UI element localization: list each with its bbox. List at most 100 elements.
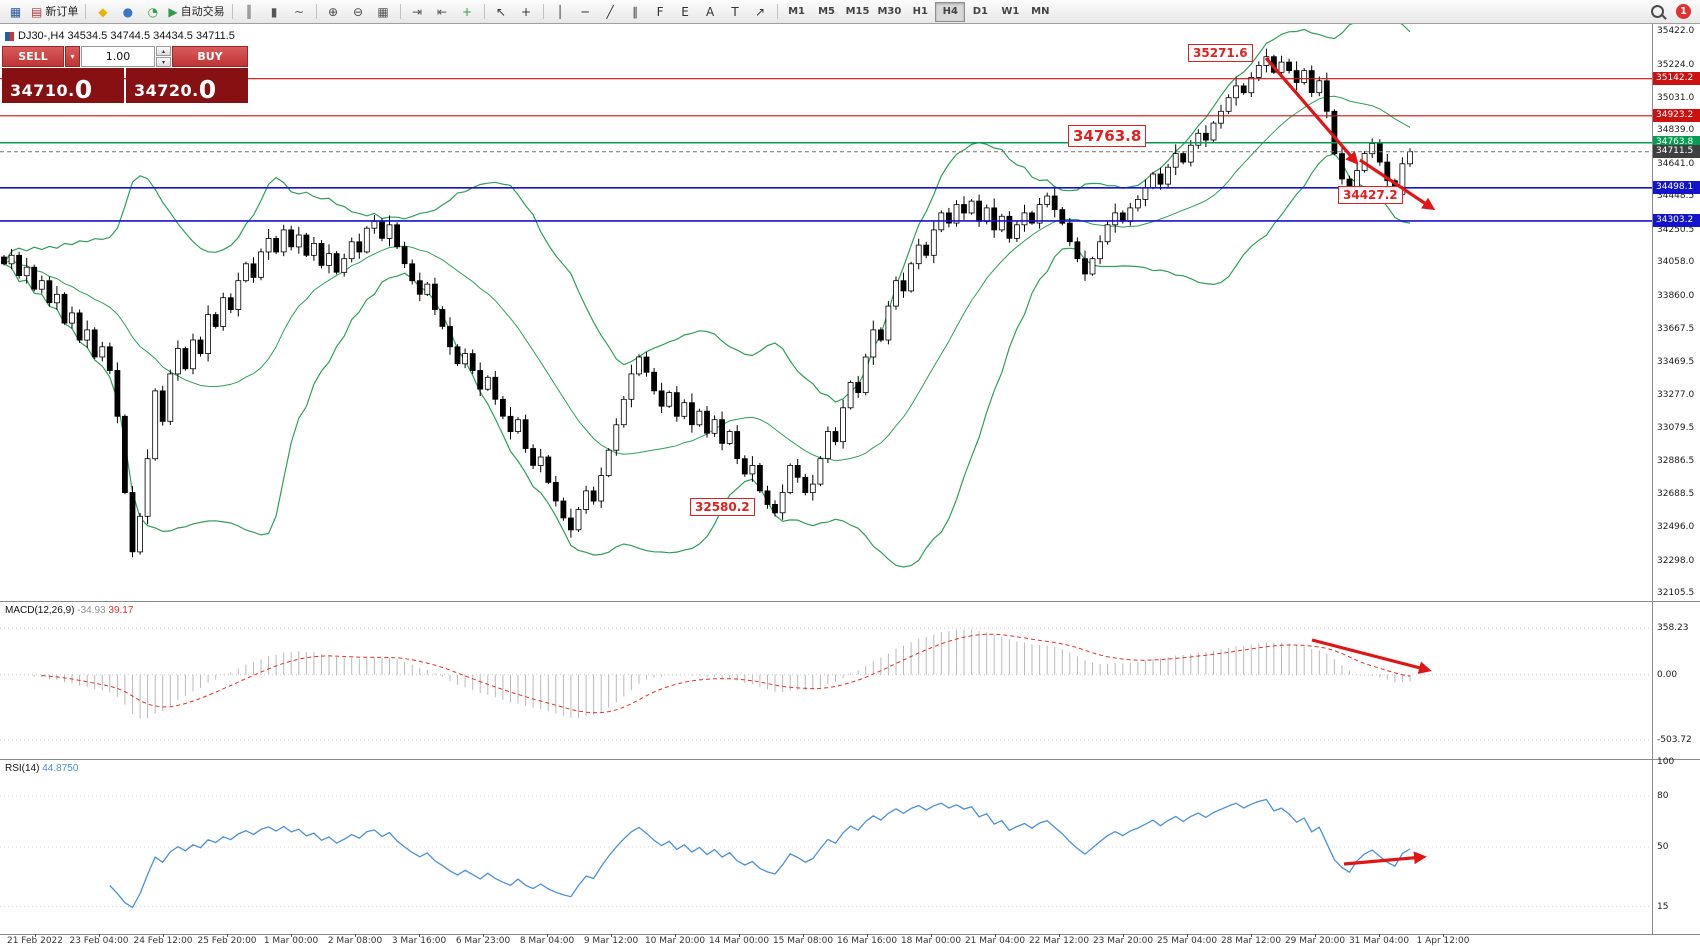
price-axis-label: 34641.0 xyxy=(1657,159,1695,169)
time-axis-tick xyxy=(1251,934,1252,937)
auto-scroll-icon[interactable]: ⇥ xyxy=(406,2,429,21)
buy-price-button[interactable]: 34720. 0 xyxy=(126,68,248,103)
zoom-in-icon: ⊕ xyxy=(328,4,339,19)
mt-logo-icon[interactable]: ▦ xyxy=(4,2,27,21)
auto-trading-button[interactable]: ▶ 自动交易 xyxy=(166,2,226,21)
price-axis-label: 32688.5 xyxy=(1657,489,1695,499)
lot-size-input[interactable]: 1.00 xyxy=(81,46,155,67)
line-chart-icon: ~ xyxy=(294,4,305,19)
mt-logo-icon: ▦ xyxy=(9,4,22,19)
buy-button[interactable]: BUY xyxy=(172,46,248,67)
bar-chart-icon: ║ xyxy=(245,4,253,19)
indicators-icon[interactable]: + xyxy=(456,2,479,21)
rsi-axis-label: 100 xyxy=(1657,757,1675,767)
time-axis-label: 31 Mar 04:00 xyxy=(1348,936,1410,946)
time-axis-tick xyxy=(355,934,356,937)
macd-panel-canvas[interactable] xyxy=(0,602,1652,759)
timeframe-mn-button[interactable]: MN xyxy=(1031,6,1050,17)
channel-icon[interactable]: ∥ xyxy=(624,2,647,21)
symbol-ohlc-text: DJ30-,H4 34534.5 34744.5 34434.5 34711.5 xyxy=(18,30,235,42)
sell-price-button[interactable]: 34710. 0 xyxy=(2,68,124,103)
search-icon[interactable] xyxy=(1651,5,1664,18)
candlestick-icon[interactable]: ▮ xyxy=(263,2,286,21)
bar-chart-icon[interactable]: ║ xyxy=(238,2,261,21)
time-axis-tick xyxy=(611,934,612,937)
text-icon[interactable]: A xyxy=(699,2,722,21)
time-axis[interactable]: 21 Feb 2022 23 Feb 04:00 24 Feb 12:00 25 Fe… xyxy=(0,934,1700,946)
price-axis-border xyxy=(1652,24,1653,935)
arrows-tool-icon[interactable]: ↗ xyxy=(749,2,772,21)
price-axis-label: 34448.5 xyxy=(1657,191,1695,201)
crosshair-icon[interactable]: + xyxy=(515,2,538,21)
time-axis-tick xyxy=(995,934,996,937)
timeframe-d1-button[interactable]: D1 xyxy=(972,6,988,17)
macd-panel-divider[interactable] xyxy=(0,601,1700,602)
timeframe-w1-button[interactable]: W1 xyxy=(1001,6,1020,17)
time-axis-tick xyxy=(419,934,420,937)
rsi-panel-canvas[interactable] xyxy=(0,760,1652,934)
order-type-dropdown[interactable] xyxy=(65,46,80,67)
time-axis-label: 6 Mar 23:00 xyxy=(455,936,511,946)
lightning-icon: ◆ xyxy=(98,4,108,19)
toolbar-separator xyxy=(776,4,778,19)
toolbar-separator xyxy=(399,4,401,19)
ellipse-icon[interactable]: E xyxy=(674,2,697,21)
fibonacci-icon[interactable]: F xyxy=(649,2,672,21)
cursor-icon[interactable]: ↖ xyxy=(490,2,513,21)
line-chart-icon[interactable]: ~ xyxy=(288,2,311,21)
label-icon[interactable]: T xyxy=(724,2,747,21)
time-axis-label: 25 Mar 04:00 xyxy=(1156,936,1218,946)
time-axis-tick xyxy=(1443,934,1444,937)
price-annotation: 32580.2 xyxy=(690,498,755,516)
rsi-axis-label: 80 xyxy=(1657,791,1669,801)
new-order-button[interactable]: ▤ 新订单 xyxy=(29,2,80,21)
timeframe-h4-button[interactable]: H4 xyxy=(935,1,966,22)
chart-shift-icon[interactable]: ⇤ xyxy=(431,2,454,21)
time-axis-tick xyxy=(1059,934,1060,937)
zoom-in-icon[interactable]: ⊕ xyxy=(322,2,345,21)
zoom-out-icon[interactable]: ⊖ xyxy=(347,2,370,21)
trendline-icon[interactable]: ╱ xyxy=(599,2,622,21)
horizontal-line-icon[interactable]: ─ xyxy=(574,2,597,21)
time-axis-label: 3 Mar 16:00 xyxy=(391,936,447,946)
lot-decrease-button[interactable] xyxy=(156,57,171,67)
rsi-value: 44.8750 xyxy=(42,763,79,774)
main-chart-canvas[interactable] xyxy=(0,24,1652,601)
indicators-icon: + xyxy=(462,4,473,19)
timeframe-h1-button[interactable]: H1 xyxy=(912,6,928,17)
price-axis[interactable] xyxy=(1653,24,1700,934)
time-axis-tick xyxy=(739,934,740,937)
play-icon: ▶ xyxy=(168,4,178,19)
new-order-button-label: 新订单 xyxy=(45,5,79,18)
time-axis-divider xyxy=(0,934,1700,935)
time-axis-label: 28 Mar 12:00 xyxy=(1220,936,1282,946)
sell-button[interactable]: SELL xyxy=(2,46,64,67)
buy-price-fraction: 0 xyxy=(198,74,217,104)
candlestick-icon: ▮ xyxy=(270,4,278,19)
profile-icon[interactable]: ● xyxy=(116,2,139,21)
time-axis-label: 16 Mar 16:00 xyxy=(836,936,898,946)
rsi-axis-label: 15 xyxy=(1657,902,1669,912)
time-axis-tick xyxy=(931,934,932,937)
notification-badge[interactable]: 1 xyxy=(1676,4,1691,19)
buy-price: 34720. xyxy=(134,81,199,100)
timeframe-m5-button[interactable]: M5 xyxy=(818,6,836,17)
timeframe-m30-button[interactable]: M30 xyxy=(877,6,902,17)
refresh-icon[interactable]: ◔ xyxy=(141,2,164,21)
price-level-label: 34303.2 xyxy=(1653,214,1700,227)
profile-icon: ● xyxy=(122,4,134,19)
rsi-panel-divider[interactable] xyxy=(0,759,1700,760)
time-axis-label: 15 Mar 08:00 xyxy=(772,936,834,946)
timeframe-m1-button[interactable]: M1 xyxy=(788,6,806,17)
lightning-icon[interactable]: ◆ xyxy=(91,2,114,21)
time-axis-tick xyxy=(1187,934,1188,937)
timeframe-m15-button[interactable]: M15 xyxy=(845,6,870,17)
crosshair-icon: + xyxy=(521,4,532,19)
price-axis-label: 32496.0 xyxy=(1657,522,1695,532)
cursor-icon: ↖ xyxy=(496,4,507,19)
time-axis-label: 10 Mar 20:00 xyxy=(644,936,706,946)
vertical-line-icon[interactable]: │ xyxy=(549,2,572,21)
lot-increase-button[interactable] xyxy=(156,46,171,56)
lot-stepper xyxy=(156,46,171,67)
tile-windows-icon[interactable]: ▦ xyxy=(372,2,395,21)
